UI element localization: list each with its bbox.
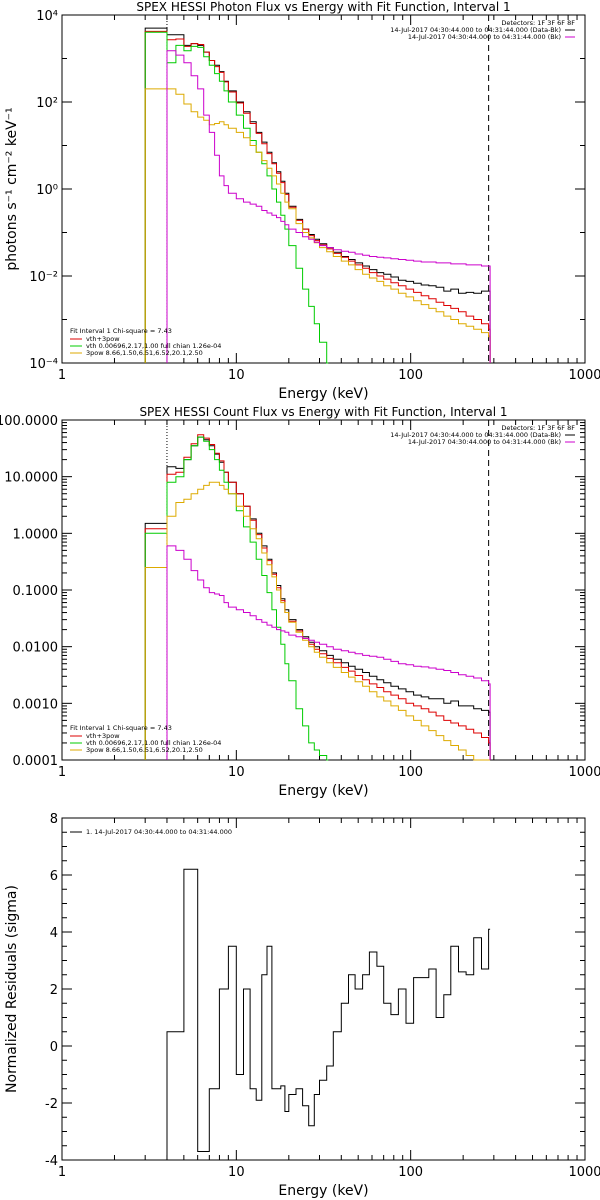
y-tick-label: 100.0000 (0, 414, 58, 429)
y-tick-label: 10⁻² (29, 270, 58, 285)
chart-panel-3: 1 10 100 1000 -4 -2 0 2 4 6 8 Energy (keV) Normalize… (4, 812, 600, 1199)
legend-top-entry: 1. 14-Jul-2017 04:30:44.000 to 04:31:44.… (86, 828, 232, 836)
fit-legend-header: Fit Interval 1 Chi-square = 7.43 (70, 327, 172, 335)
legend-top-entry: 14-Jul-2017 04:30:44.000 to 04:31:44.000… (408, 438, 561, 446)
plot-frame (61, 419, 586, 761)
x-tick-label: 1000 (568, 765, 600, 780)
legend-top-entry: 14-Jul-2017 04:30:44.000 to 04:31:44.000… (390, 431, 561, 439)
fit-legend-entry: vth+3pow (86, 732, 120, 740)
y-tick-label: 0.1000 (13, 584, 59, 599)
plot-frame (61, 14, 586, 364)
y-tick-label: 6 (50, 869, 58, 884)
series-data-bk (144, 436, 491, 760)
series-1-14-jul-2017-04-30-44-000-to-04-31-44-000 (166, 868, 491, 1160)
y-tick-label: 10² (36, 96, 58, 111)
x-tick-label: 100 (398, 765, 423, 780)
fit-legend-entry: vth+3pow (86, 335, 120, 343)
series-vth-3pow (144, 434, 491, 760)
legend-top-entry: 14-Jul-2017 04:30:44.000 to 04:31:44.000… (390, 26, 561, 34)
x-tick-label: 1000 (568, 1165, 600, 1180)
series-3pow (144, 481, 491, 761)
y-tick-label: 0.0001 (13, 754, 59, 769)
detectors-label: Detectors: 1F 3F 6F 8F (501, 424, 575, 432)
y-tick-label: -4 (45, 1154, 58, 1169)
x-tick-label: 10 (228, 1165, 245, 1180)
y-tick-label: 2 (50, 983, 58, 998)
fit-legend-entry: vth 0.00696,2.17,1.00 full chian 1.26e-0… (86, 739, 221, 747)
y-tick-label: 10⁴ (36, 9, 58, 24)
x-axis-label: Energy (keV) (278, 386, 368, 402)
x-axis-label: Energy (keV) (278, 783, 368, 799)
series-vth (144, 31, 329, 364)
series-vth (144, 436, 329, 761)
detectors-label: Detectors: 1F 3F 6F 8F (501, 19, 575, 27)
x-tick-label: 1 (58, 368, 66, 383)
y-tick-label: 10.0000 (4, 471, 58, 486)
series-vth-3pow (144, 30, 491, 363)
fit-legend-entry: vth 0.00696,2.17,1.00 full chian 1.26e-0… (86, 342, 221, 350)
fit-legend-entry: 3pow 8.66,1.50,6.51,6.52,20.1,2.50 (86, 349, 203, 357)
y-tick-label: 0.0010 (13, 697, 59, 712)
series-3pow (144, 88, 491, 363)
y-tick-label: 10⁻⁴ (29, 357, 58, 372)
y-axis-label: Normalized Residuals (sigma) (4, 885, 20, 1093)
legend-top-entry: 14-Jul-2017 04:30:44.000 to 04:31:44.000… (408, 33, 561, 41)
x-axis-label: Energy (keV) (278, 1183, 368, 1199)
y-tick-label: 4 (50, 926, 58, 941)
x-tick-label: 100 (398, 1165, 423, 1180)
y-tick-label: 8 (50, 812, 58, 827)
y-tick-label: -2 (45, 1097, 58, 1112)
x-tick-label: 1 (58, 1165, 66, 1180)
y-tick-label: 0.0100 (13, 641, 59, 656)
series-bk (166, 50, 491, 363)
x-tick-label: 10 (228, 368, 245, 383)
series-bk (166, 545, 491, 760)
chart-title: SPEX HESSI Count Flux vs Energy with Fit… (139, 405, 507, 419)
x-tick-label: 100 (398, 368, 423, 383)
y-tick-label: 0 (50, 1040, 58, 1055)
plot-frame (61, 817, 586, 1161)
chart-panel-1: SPEX HESSI Photon Flux vs Energy with Fi… (4, 0, 600, 402)
chart-panel-2: SPEX HESSI Count Flux vs Energy with Fit… (0, 405, 600, 799)
x-tick-label: 1000 (568, 368, 600, 383)
y-tick-label: 10⁰ (36, 183, 58, 198)
y-axis-label: photons s⁻¹ cm⁻² keV⁻¹ (4, 107, 20, 270)
series-data-bk (144, 27, 491, 363)
fit-legend-header: Fit Interval 1 Chi-square = 7.43 (70, 724, 172, 732)
x-tick-label: 1 (58, 765, 66, 780)
y-tick-label: 1.0000 (13, 527, 59, 542)
chart-title: SPEX HESSI Photon Flux vs Energy with Fi… (136, 0, 510, 14)
x-tick-label: 10 (228, 765, 245, 780)
fit-legend-entry: 3pow 8.66,1.50,6.51,6.52,20.1,2.50 (86, 746, 203, 754)
